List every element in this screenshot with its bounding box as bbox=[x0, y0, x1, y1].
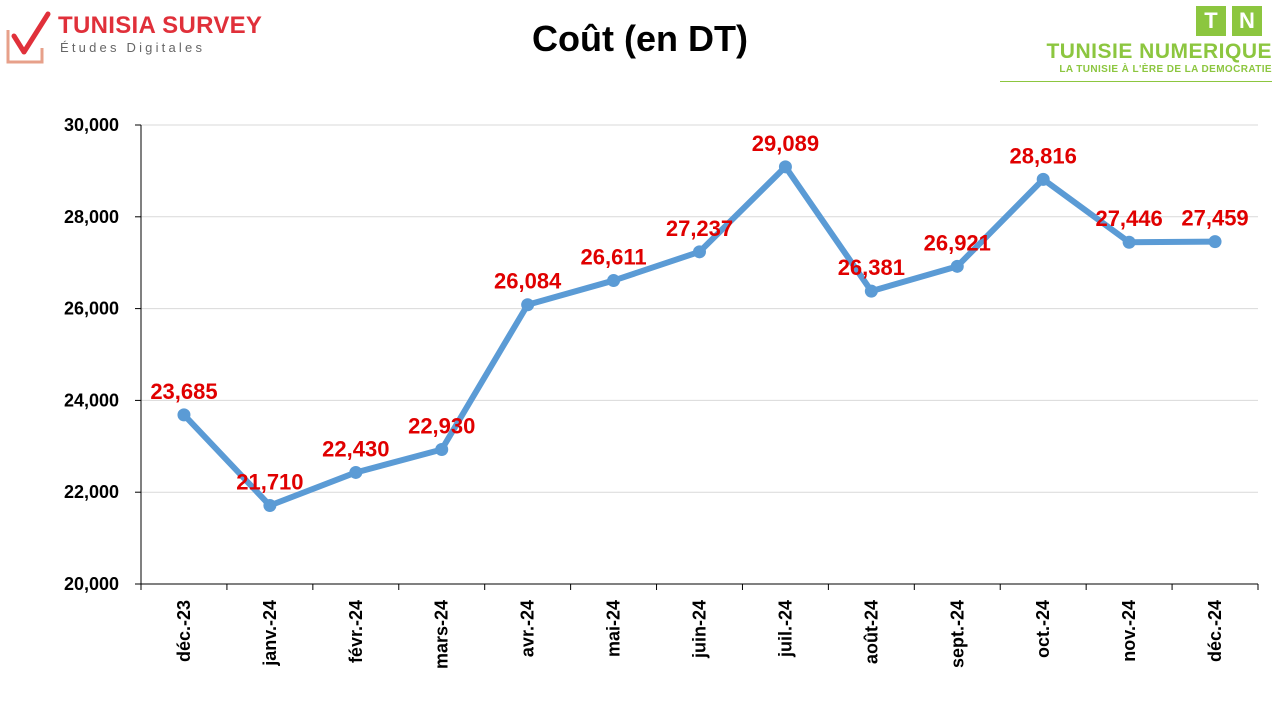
data-point bbox=[693, 245, 706, 259]
data-label: 27,459 bbox=[1181, 206, 1248, 231]
x-tick-label: déc.-24 bbox=[1205, 600, 1225, 662]
data-label: 27,446 bbox=[1095, 206, 1162, 231]
x-tick-label: mars-24 bbox=[432, 600, 452, 669]
y-tick-label: 28,000 bbox=[64, 207, 119, 227]
gridlines bbox=[141, 124, 1258, 493]
x-tick-label: juil.-24 bbox=[775, 600, 795, 658]
data-label: 26,381 bbox=[838, 255, 905, 280]
x-tick-label: avr.-24 bbox=[518, 600, 538, 657]
logo-letter-t: T bbox=[1196, 6, 1226, 36]
logo-underline bbox=[1000, 81, 1272, 82]
data-label: 22,430 bbox=[322, 436, 389, 461]
data-point bbox=[607, 274, 621, 288]
logo-letter-n: N bbox=[1232, 6, 1262, 36]
data-label: 23,685 bbox=[150, 379, 217, 404]
data-label: 21,710 bbox=[236, 470, 303, 495]
data-point bbox=[864, 284, 878, 298]
data-label: 22,930 bbox=[408, 414, 475, 439]
checkmark-icon bbox=[6, 11, 51, 64]
logo-slogan: LA TUNISIE À L'ÈRE DE LA DEMOCRATIE bbox=[1059, 64, 1272, 75]
data-label: 26,921 bbox=[924, 230, 991, 255]
data-label: 29,089 bbox=[752, 131, 819, 156]
y-tick-label: 22,000 bbox=[64, 482, 119, 502]
point-layer bbox=[177, 160, 1222, 513]
y-tick-label: 24,000 bbox=[64, 390, 119, 410]
data-point bbox=[263, 499, 277, 513]
x-tick-label: nov.-24 bbox=[1119, 600, 1139, 662]
x-axis-ticks: déc.-23 janv.-24 févr.-24 mars-24 avr.-24 mai… bbox=[174, 600, 1225, 669]
chart-title: Coût (en DT) bbox=[532, 18, 748, 59]
data-point bbox=[950, 259, 964, 273]
data-label-layer: 23,685 21,710 22,430 22,930 26,084 26,611 27,2… bbox=[150, 131, 1248, 495]
x-tick-label: févr.-24 bbox=[346, 600, 366, 663]
data-point bbox=[435, 443, 449, 457]
x-tick-label: déc.-23 bbox=[174, 600, 194, 662]
logo-name: TUNISIE NUMERIQUE bbox=[1046, 40, 1272, 63]
data-point bbox=[349, 465, 363, 479]
tunisia-survey-logo: TUNISIA SURVEY Études Digitales bbox=[4, 10, 274, 66]
y-tick-label: 26,000 bbox=[64, 299, 119, 319]
data-label: 26,611 bbox=[581, 245, 647, 270]
y-tick-label: 30,000 bbox=[64, 115, 119, 135]
x-tick-label: janv.-24 bbox=[260, 600, 280, 667]
data-point bbox=[1208, 235, 1222, 249]
data-label: 28,816 bbox=[1010, 143, 1077, 168]
x-tick-label: août-24 bbox=[861, 600, 881, 664]
data-label: 26,084 bbox=[494, 269, 562, 294]
x-tick-label: juin-24 bbox=[690, 600, 710, 659]
brand-name: TUNISIA SURVEY bbox=[58, 12, 263, 39]
x-tick-label: oct.-24 bbox=[1033, 600, 1053, 658]
y-axis-ticks: 20,000 22,000 24,000 26,000 28,000 30,000 bbox=[64, 115, 119, 594]
data-point bbox=[177, 408, 191, 422]
x-tick-label: mai-24 bbox=[604, 600, 624, 657]
data-point bbox=[778, 160, 792, 174]
axes bbox=[135, 124, 1259, 590]
x-tick-label: sept.-24 bbox=[947, 600, 967, 668]
tunisie-numerique-logo: T N TUNISIE NUMERIQUE LA TUNISIE À L'ÈRE… bbox=[1000, 4, 1276, 84]
data-point bbox=[1122, 235, 1136, 249]
data-point bbox=[521, 298, 535, 312]
data-label: 27,237 bbox=[666, 216, 733, 241]
data-point bbox=[1036, 172, 1050, 186]
y-tick-label: 20,000 bbox=[64, 574, 119, 594]
brand-tagline: Études Digitales bbox=[60, 40, 206, 55]
